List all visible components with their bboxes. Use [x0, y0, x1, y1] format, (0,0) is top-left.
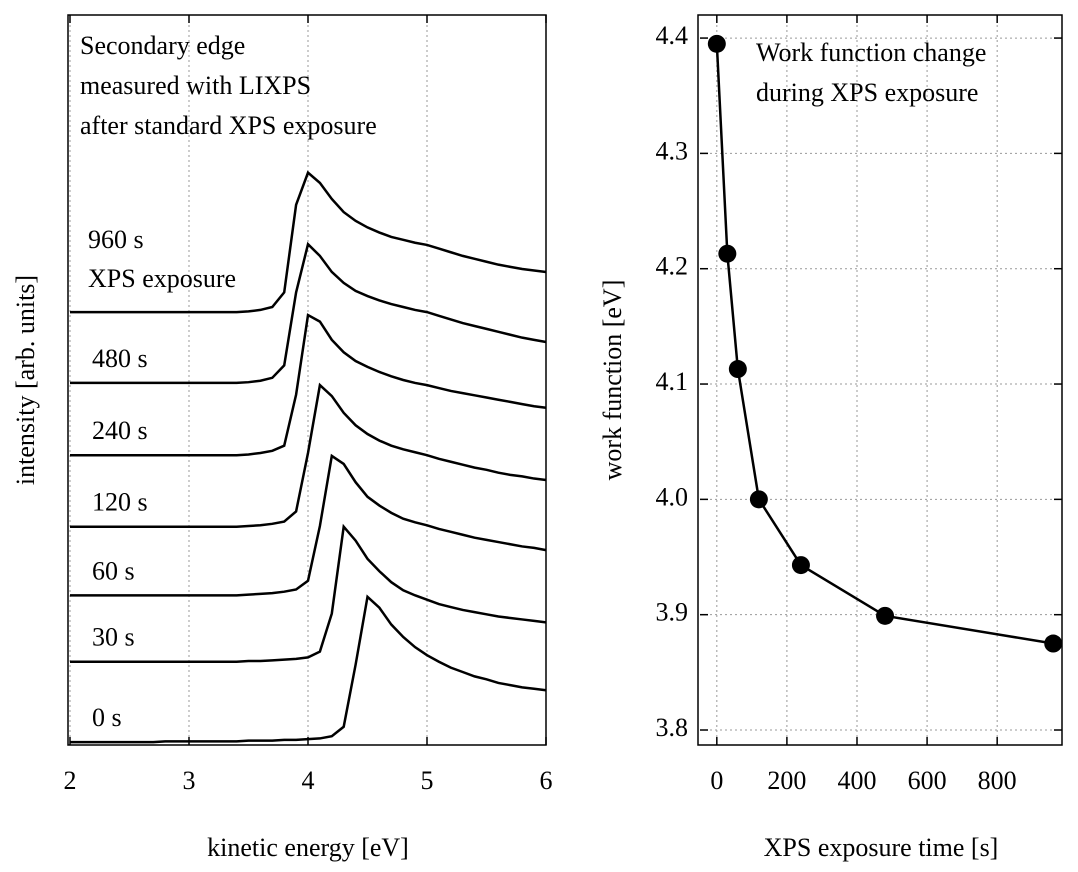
data-point	[876, 606, 895, 625]
series-label: 120 s	[92, 488, 148, 517]
series-label: 60 s	[92, 556, 135, 585]
series-note: XPS exposure	[88, 264, 236, 293]
x-axis-label: kinetic energy [eV]	[207, 833, 409, 862]
spectrum-line	[70, 313, 547, 457]
y-tick-label: 3.9	[656, 598, 689, 627]
y-axis-label: intensity [arb. units]	[11, 275, 40, 485]
y-tick-label: 4.1	[656, 367, 689, 396]
x-tick-label: 400	[837, 766, 876, 795]
y-tick-label: 3.8	[656, 713, 689, 742]
y-axis-label: work function [eV]	[598, 280, 627, 481]
series-label: 960 s	[88, 225, 144, 254]
y-tick-label: 4.0	[656, 482, 689, 511]
x-tick-label: 3	[183, 766, 196, 795]
spectrum-line	[70, 241, 547, 385]
y-tick-label: 4.4	[656, 21, 689, 50]
data-point	[791, 556, 810, 575]
series-label: 0 s	[92, 703, 122, 732]
series-label: 30 s	[92, 623, 135, 652]
x-tick-label: 2	[64, 766, 77, 795]
annotation: Work function change	[756, 38, 986, 67]
plot-frame	[67, 14, 547, 746]
data-point	[728, 360, 747, 379]
spectrum-line	[70, 594, 547, 744]
data-point	[749, 490, 768, 509]
series-label: 480 s	[92, 344, 148, 373]
spectrum-line	[70, 453, 547, 597]
data-line	[715, 43, 1054, 645]
annotation: after standard XPS exposure	[80, 111, 377, 140]
spectrum-line	[70, 523, 547, 664]
series-label: 240 s	[92, 416, 148, 445]
x-tick-label: 600	[908, 766, 947, 795]
x-tick-label: 200	[767, 766, 806, 795]
x-tick-label: 4	[302, 766, 315, 795]
data-point	[1044, 634, 1063, 653]
annotation: Secondary edge	[80, 31, 245, 60]
spectrum-line	[70, 382, 547, 528]
y-tick-label: 4.2	[656, 252, 689, 281]
x-tick-label: 800	[978, 766, 1017, 795]
x-tick-label: 5	[421, 766, 434, 795]
y-tick-label: 4.3	[656, 136, 689, 165]
data-point	[718, 244, 737, 263]
annotation: measured with LIXPS	[80, 71, 311, 100]
x-tick-label: 0	[710, 766, 723, 795]
plot-frame	[697, 14, 1063, 746]
spectrum-line	[70, 170, 547, 314]
x-axis-label: XPS exposure time [s]	[764, 833, 999, 862]
annotation: during XPS exposure	[756, 78, 978, 107]
x-tick-label: 6	[540, 766, 553, 795]
data-point	[707, 34, 726, 53]
